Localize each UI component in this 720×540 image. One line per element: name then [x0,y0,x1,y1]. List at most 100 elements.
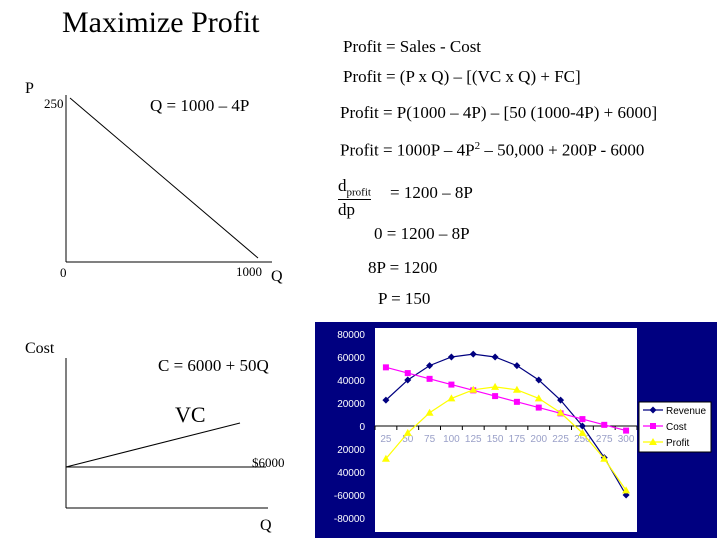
y-tick-label: -80000 [334,514,366,525]
revenue-point [447,353,455,361]
solve-step-1: 0 = 1200 – 8P [374,224,470,243]
demand-y-axis-label: P [25,80,34,97]
revenue-series [382,350,630,499]
derivative-fraction: dprofit dp [338,176,371,220]
cost-point [513,398,520,405]
demand-equation: Q = 1000 – 4P [150,96,250,115]
profit-point [600,454,609,462]
cost-point [426,375,433,382]
revenue-point [535,376,543,384]
y-tick-label: 40000 [337,468,365,479]
x-tick-label: 175 [509,434,526,445]
cost-point [601,421,608,428]
superscript-two: 2 [474,140,481,152]
derivative-d: d [338,176,347,195]
profit-line [385,386,627,491]
y-tick-label: 80000 [337,330,365,341]
x-tick-label: 150 [487,434,504,445]
revenue-point [404,376,412,384]
profit-point [534,394,543,402]
profit-point [381,454,390,462]
solve-step-2: 8P = 1200 [368,258,438,277]
x-tick-label: 50 [402,434,414,445]
demand-x-axis-label: Q [271,268,283,285]
y-tick-label: 20000 [337,445,365,456]
profit-point [649,438,657,445]
cost-point [382,364,389,371]
derivative-denominator: dp [338,200,355,220]
cost-point [650,423,656,429]
revenue-point [469,350,477,358]
y-tick-label: 60000 [337,353,365,364]
revenue-line [385,353,627,496]
y-tick-label: -60000 [334,491,366,502]
revenue-point [557,396,565,404]
profit-point [556,408,565,416]
cost-point [579,416,586,423]
chart-y-ticks: 80000 60000 40000 20000 0 20000 40000 -60000 -80… [334,330,366,525]
equation-profit-simplified-part1: Profit = 1000P – 4P [340,140,475,160]
solve-step-3: P = 150 [378,289,431,308]
x-tick-label: 275 [596,434,613,445]
demand-graph [65,95,272,263]
profit-point [469,385,478,393]
profit-point [622,486,631,494]
profit-point [578,428,587,436]
x-tick-label: 125 [465,434,482,445]
revenue-point [513,362,521,370]
revenue-point [578,422,586,430]
cost-legend-label: Cost [666,422,687,433]
revenue-point [491,353,499,361]
fixed-cost-label: $6000 [252,455,285,470]
slide-title: Maximize Profit [62,6,260,39]
chart-series [381,350,631,499]
profit-point [425,408,434,416]
profit-point [403,428,412,436]
cost-graph [65,358,268,509]
variable-cost-line [65,422,241,468]
y-tick-label: 40000 [337,376,365,387]
demand-line [69,97,259,259]
equation-profit-sales-cost: Profit = Sales - Cost [343,37,482,56]
cost-equation: C = 6000 + 50Q [158,356,269,375]
equation-profit-expanded: Profit = (P x Q) – [(VC x Q) + FC] [343,67,581,86]
cost-x-axis-label: Q [260,517,272,534]
x-tick-label: 100 [443,434,460,445]
x-tick-label: 225 [552,434,569,445]
x-tick-label: 250 [574,434,591,445]
revenue-legend-label: Revenue [666,406,706,417]
x-tick-label: 75 [424,434,436,445]
revenue-point [649,406,657,414]
cost-series [382,364,630,434]
y-tick-label: 0 [359,422,365,433]
profit-chart: 80000 60000 40000 20000 0 20000 40000 -60000 -80… [315,322,717,538]
profit-legend-label: Profit [666,438,690,449]
cost-point [404,370,411,377]
x-tick-label: 300 [618,434,635,445]
equation-profit-simplified: Profit = 1000P – 4P2 – 50,000 + 200P - 6… [340,140,644,161]
cost-point [623,427,630,434]
vc-label: VC [175,402,206,427]
cost-point [492,393,499,400]
cost-line [385,366,627,432]
x-tick-label: 25 [380,434,392,445]
profit-series [381,382,631,494]
chart-legend: Revenue Cost Profit [638,401,712,453]
cost-point [448,381,455,388]
demand-y-tick: 250 [44,96,64,111]
demand-x-tick-origin: 0 [60,265,67,280]
derivative-rhs: = 1200 – 8P [390,183,473,202]
profit-point [512,385,521,393]
derivative-numerator: dprofit [338,176,371,201]
cost-point [535,404,542,411]
profit-point [447,394,456,402]
revenue-point [426,362,434,370]
y-tick-label: 20000 [337,399,365,410]
revenue-point [382,396,390,404]
chart-x-ticks: 25 50 75 100 125 150 175 200 225 250 275 300 [374,425,638,445]
profit-point [491,382,500,390]
equation-profit-simplified-part2: – 50,000 + 200P - 6000 [480,140,645,160]
cost-y-axis-label: Cost [25,340,55,357]
equation-profit-substituted: Profit = P(1000 – 4P) – [50 (1000-4P) + … [340,103,658,122]
derivative-subscript: profit [346,186,371,199]
